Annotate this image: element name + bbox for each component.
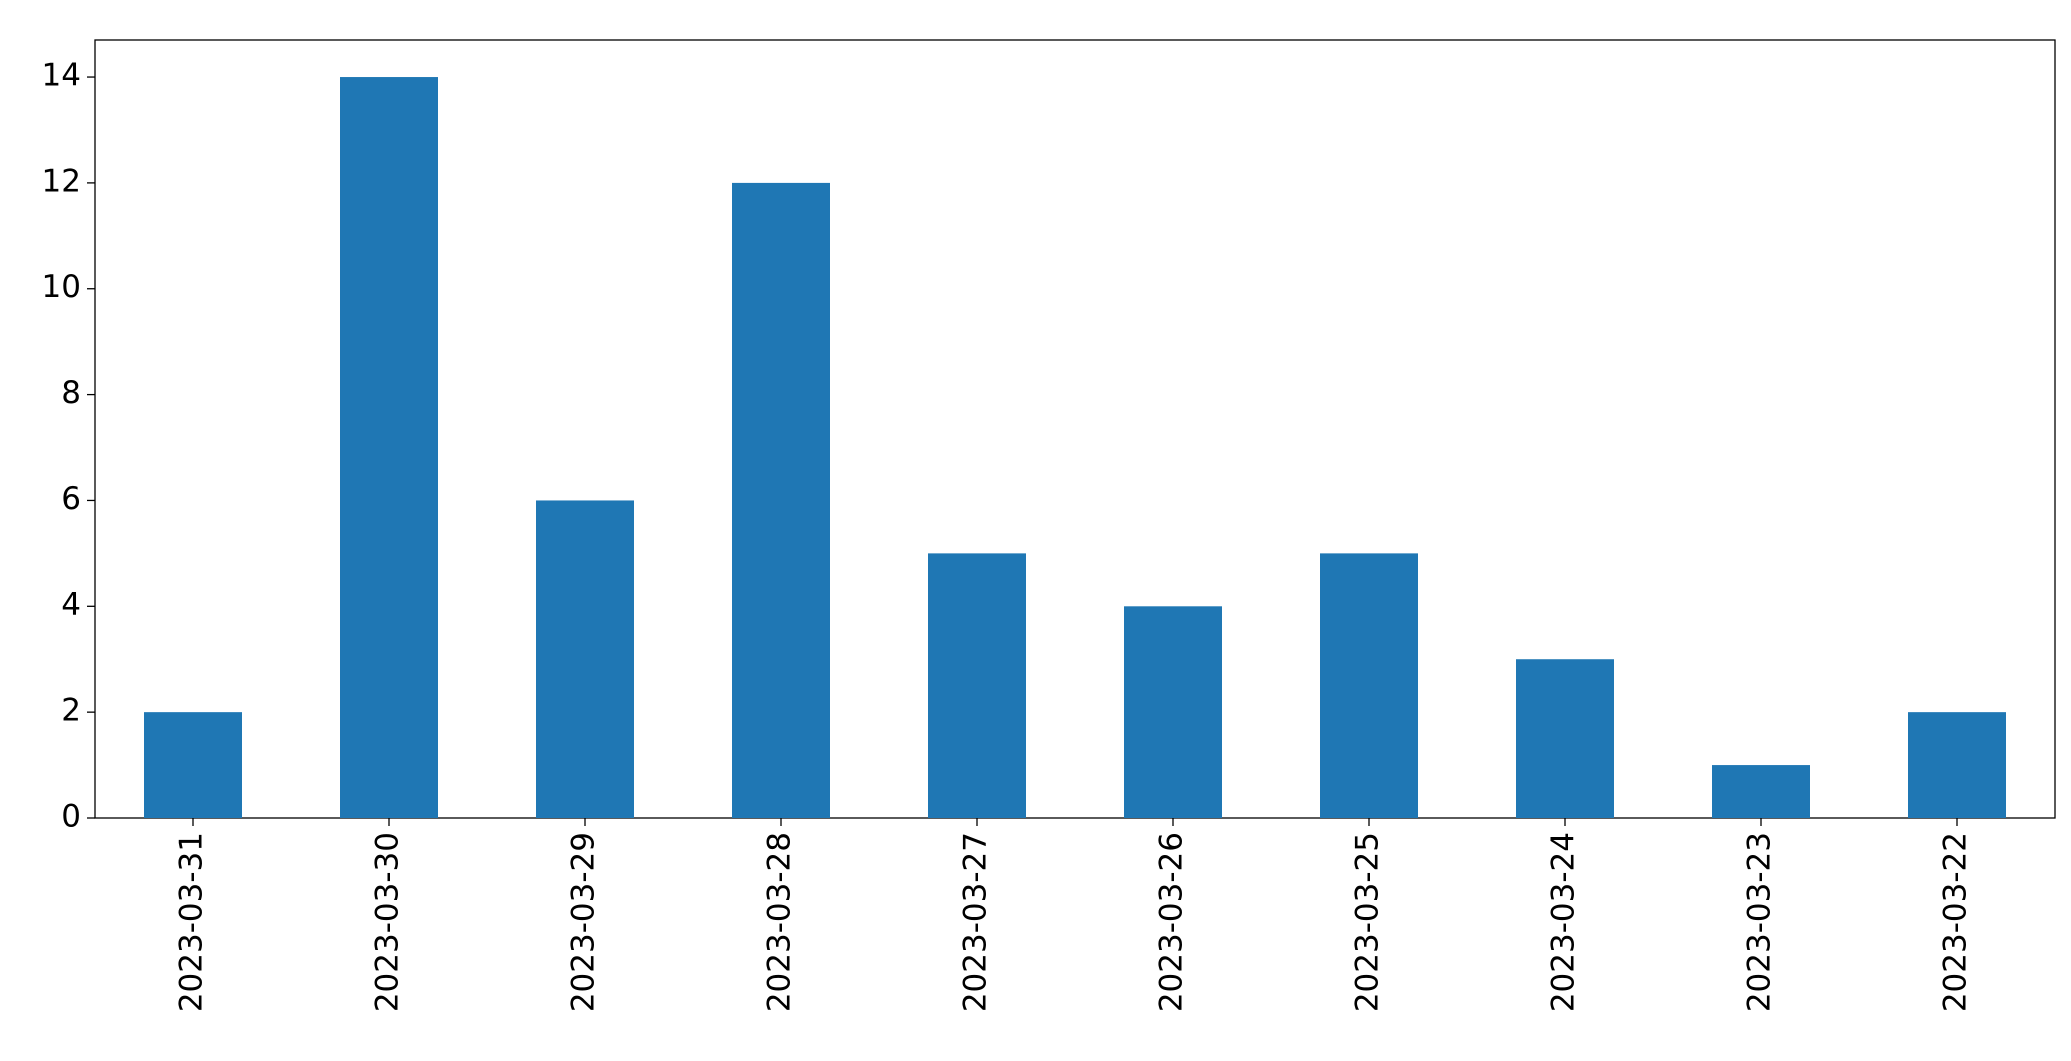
bar [1124,606,1222,818]
x-tick-label: 2023-03-31 [174,832,210,1012]
bar [1712,765,1810,818]
x-tick-label: 2023-03-30 [370,832,406,1012]
x-tick-label: 2023-03-27 [958,832,994,1012]
bar [732,182,830,819]
bar [1320,553,1418,818]
y-tick-label: 0 [61,799,81,835]
bar [928,553,1026,818]
bar [536,500,634,818]
x-tick-label: 2023-03-23 [1742,832,1778,1012]
y-tick-label: 12 [42,163,81,199]
y-tick-label: 8 [61,375,81,411]
x-tick-label: 2023-03-24 [1546,832,1582,1012]
x-tick-label: 2023-03-29 [566,832,602,1012]
x-tick-label: 2023-03-25 [1350,832,1386,1012]
bar [1908,712,2006,818]
x-tick-label: 2023-03-28 [762,832,798,1012]
y-tick-label: 2 [61,693,81,729]
y-tick-label: 10 [42,269,81,305]
bar [1516,659,1614,818]
bar [144,712,242,818]
y-tick-label: 6 [61,481,81,517]
plot-frame [94,39,2056,819]
y-tick-label: 14 [42,58,81,94]
x-tick-label: 2023-03-22 [1938,832,1974,1012]
x-tick-label: 2023-03-26 [1154,832,1190,1012]
y-tick-label: 4 [61,587,81,623]
bar [340,77,438,819]
